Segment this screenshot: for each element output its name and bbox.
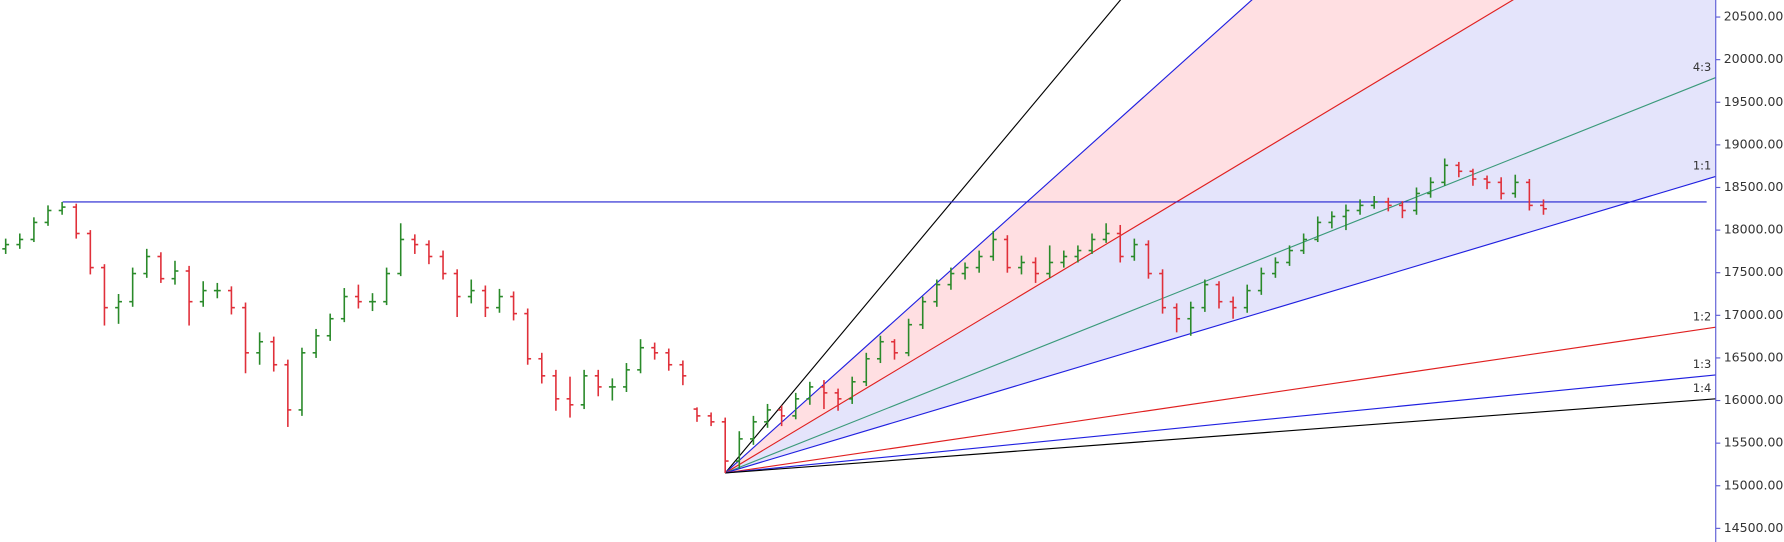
y-tick-label: 19500.00: [1724, 94, 1784, 109]
y-tick-label: 18000.00: [1724, 222, 1784, 237]
y-tick-label: 15500.00: [1724, 435, 1784, 450]
y-tick-label: 17000.00: [1724, 307, 1784, 322]
fan-line: [725, 326, 1716, 474]
fan-line: [725, 398, 1716, 474]
fan-label: 1:4: [1693, 381, 1711, 395]
fan-line: [724, 0, 1122, 474]
y-tick-label: 14500.00: [1724, 520, 1784, 535]
fan-fill: [725, 0, 1716, 473]
fan-line: [725, 374, 1716, 474]
y-tick-label: 16500.00: [1724, 349, 1784, 364]
price-bars: [2, 158, 1547, 473]
y-tick-label: 19000.00: [1724, 136, 1784, 151]
y-tick-label: 15000.00: [1724, 477, 1784, 492]
fan-label: 1:1: [1693, 159, 1711, 173]
y-tick-label: 20000.00: [1724, 51, 1784, 66]
fan-line: [724, 77, 1716, 474]
y-tick-label: 20500.00: [1724, 9, 1784, 24]
fan-line: [724, 0, 1514, 474]
y-tick-label: 18500.00: [1724, 179, 1784, 194]
y-tick-label: 16000.00: [1724, 392, 1784, 407]
fan-line: [725, 175, 1716, 474]
axis-labels: 14500.00 15000.00 15500.00 16000.00 16500.00…: [1693, 9, 1784, 535]
fan-label: 1:3: [1693, 357, 1711, 371]
fan-label: 4:3: [1693, 60, 1711, 74]
fan-lines: [62, 0, 1716, 474]
y-tick-label: 17500.00: [1724, 264, 1784, 279]
fan-line: [724, 0, 1253, 474]
fan-label: 1:2: [1693, 309, 1711, 323]
